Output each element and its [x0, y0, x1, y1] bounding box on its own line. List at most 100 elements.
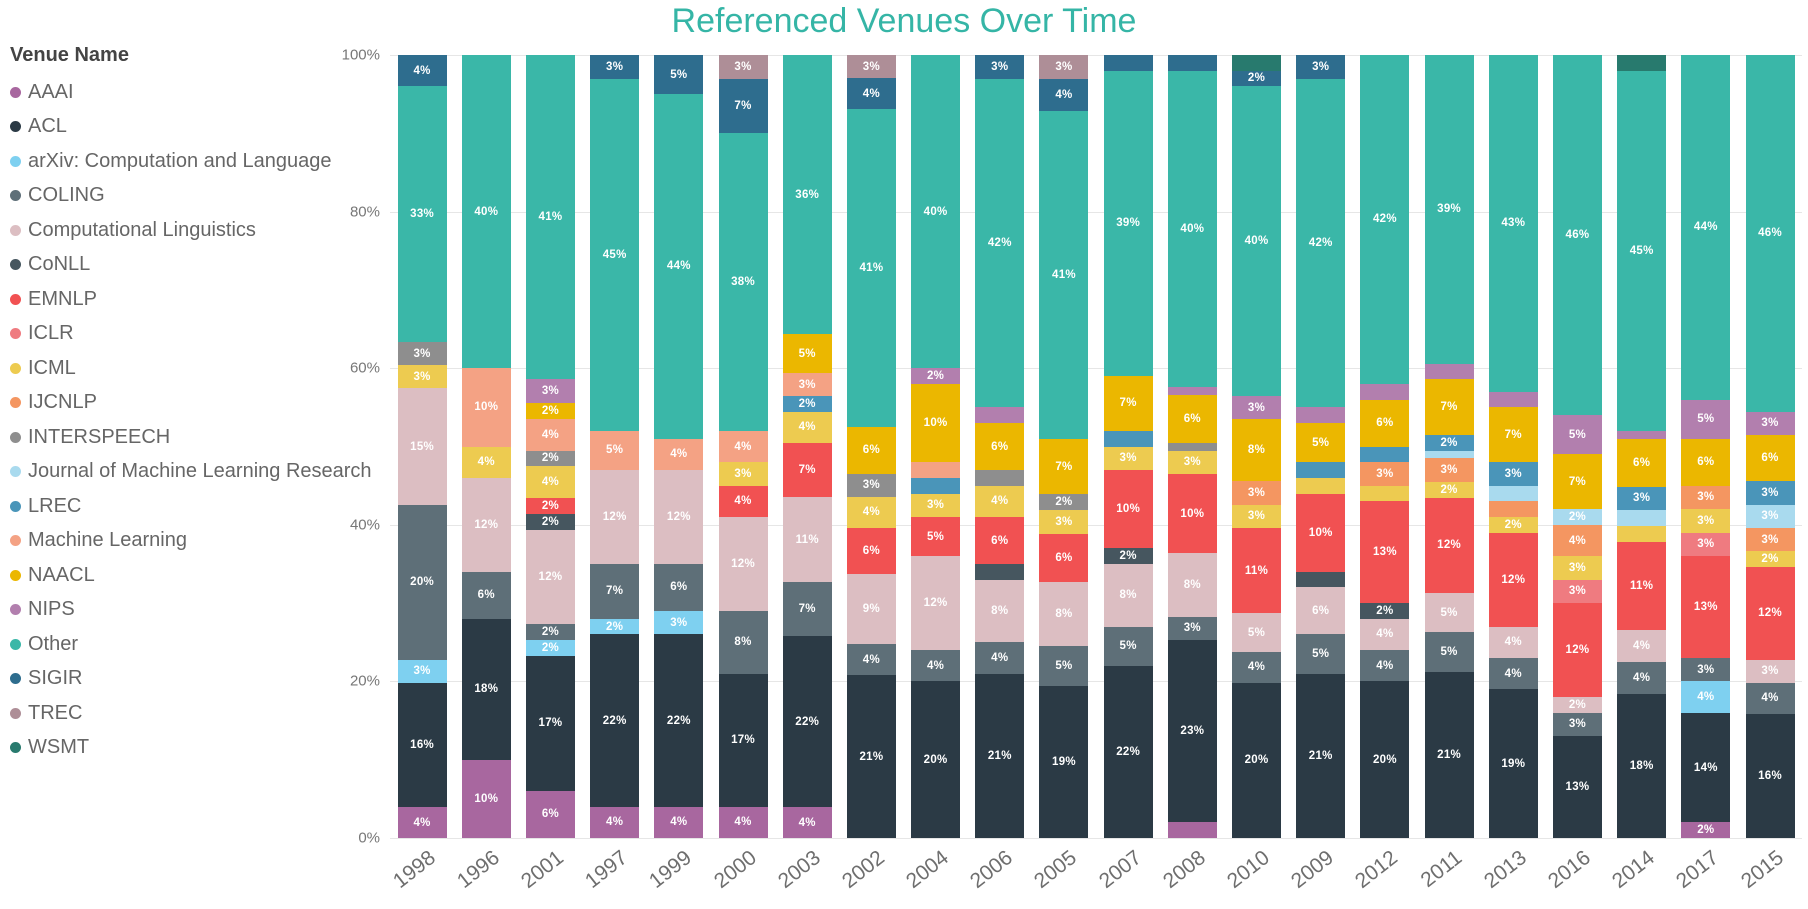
bar-segment-2002-other[interactable]: 41%: [846, 109, 896, 428]
bar-segment-2016-iclr[interactable]: 3%: [1552, 579, 1602, 604]
bar-segment-2016-naacl[interactable]: 7%: [1552, 454, 1602, 510]
bar-segment-2007-other[interactable]: 39%: [1103, 70, 1153, 377]
bar-segment-2015-lrec[interactable]: 3%: [1745, 481, 1795, 505]
bar-segment-2000-icml[interactable]: 3%: [718, 462, 768, 486]
bar-segment-2017-emnlp[interactable]: 13%: [1681, 556, 1731, 658]
bar-segment-2004-emnlp[interactable]: 5%: [911, 517, 961, 557]
bar-segment-2008-acl[interactable]: 23%: [1167, 640, 1217, 823]
bar-segment-2015-acl[interactable]: 16%: [1745, 713, 1795, 838]
bar-segment-1996-computational-linguistics[interactable]: 12%: [461, 477, 511, 572]
bar-segment-2006-emnlp[interactable]: 6%: [975, 517, 1025, 564]
bar-segment-2001-naacl[interactable]: 2%: [525, 403, 575, 419]
bar-segment-1998-aaai[interactable]: 4%: [397, 807, 447, 838]
bar-segment-2007-lrec[interactable]: [1103, 430, 1153, 447]
bar-segment-2005-computational-linguistics[interactable]: 8%: [1039, 582, 1089, 647]
bar-segment-2005-interspeech[interactable]: 2%: [1039, 494, 1089, 511]
bar-segment-2001-interspeech[interactable]: 2%: [525, 450, 575, 467]
legend-item-aaai[interactable]: AAAI: [10, 75, 382, 110]
bar-segment-2006-coling[interactable]: 4%: [975, 642, 1025, 674]
bar-segment-2016-computational-linguistics[interactable]: 2%: [1552, 697, 1602, 713]
bar-segment-2010-sigir[interactable]: 2%: [1232, 70, 1282, 87]
bar-segment-2005-coling[interactable]: 5%: [1039, 646, 1089, 687]
bar-segment-2005-sigir[interactable]: 4%: [1039, 79, 1089, 111]
bar-segment-2016-emnlp[interactable]: 12%: [1552, 603, 1602, 698]
bar-segment-2009-emnlp[interactable]: 10%: [1296, 493, 1346, 572]
bar-segment-2007-conll[interactable]: 2%: [1103, 548, 1153, 564]
bar-segment-1996-other[interactable]: 40%: [461, 55, 511, 369]
bar-segment-2000-sigir[interactable]: 7%: [718, 78, 768, 134]
bar-segment-2001-conll[interactable]: 2%: [525, 513, 575, 530]
bar-segment-2014-icml[interactable]: [1617, 526, 1667, 543]
legend-item-journal-of-machine-learning-research[interactable]: Journal of Machine Learning Research: [10, 455, 382, 490]
bar-segment-1997-arxiv-computation-and-language[interactable]: 2%: [590, 618, 640, 635]
bar-segment-2004-computational-linguistics[interactable]: 12%: [911, 556, 961, 651]
bar-segment-2006-acl[interactable]: 21%: [975, 673, 1025, 838]
bar-segment-2014-naacl[interactable]: 6%: [1617, 438, 1667, 487]
bar-segment-2014-nips[interactable]: [1617, 430, 1667, 439]
bar-segment-2008-interspeech[interactable]: [1167, 442, 1217, 451]
bar-segment-2015-ijcnlp[interactable]: 3%: [1745, 527, 1795, 552]
bar-segment-1996-aaai[interactable]: 10%: [461, 759, 511, 838]
bar-segment-2013-ijcnlp[interactable]: [1488, 501, 1538, 517]
bar-segment-2007-naacl[interactable]: 7%: [1103, 376, 1153, 431]
legend-item-other[interactable]: Other: [10, 627, 382, 662]
bar-segment-2017-other[interactable]: 44%: [1681, 55, 1731, 400]
legend-item-computational-linguistics[interactable]: Computational Linguistics: [10, 213, 382, 248]
bar-segment-2012-acl[interactable]: 20%: [1360, 681, 1410, 838]
legend-item-arxiv-computation-and-language[interactable]: arXiv: Computation and Language: [10, 144, 382, 179]
bar-segment-2014-lrec[interactable]: 3%: [1617, 486, 1667, 511]
bar-segment-2006-other[interactable]: 42%: [975, 78, 1025, 408]
bar-segment-2017-coling[interactable]: 3%: [1681, 657, 1731, 682]
bar-segment-2002-trec[interactable]: 3%: [846, 55, 896, 79]
bar-segment-2012-nips[interactable]: [1360, 383, 1410, 400]
legend-item-emnlp[interactable]: EMNLP: [10, 282, 382, 317]
bar-segment-2008-other[interactable]: 40%: [1167, 70, 1217, 388]
bar-segment-2003-other[interactable]: 36%: [782, 55, 832, 335]
bar-segment-2016-icml[interactable]: 3%: [1552, 556, 1602, 580]
bar-segment-1998-acl[interactable]: 16%: [397, 682, 447, 807]
legend-item-ijcnlp[interactable]: IJCNLP: [10, 386, 382, 421]
bar-segment-2010-wsmt[interactable]: [1232, 55, 1282, 71]
bar-segment-2014-wsmt[interactable]: [1617, 55, 1667, 72]
bar-segment-2001-acl[interactable]: 17%: [525, 656, 575, 791]
bar-segment-2012-other[interactable]: 42%: [1360, 55, 1410, 384]
bar-segment-2004-lrec[interactable]: [911, 477, 961, 494]
bar-segment-2008-computational-linguistics[interactable]: 8%: [1167, 553, 1217, 617]
bar-segment-2010-emnlp[interactable]: 11%: [1232, 527, 1282, 614]
bar-segment-2009-lrec[interactable]: [1296, 462, 1346, 478]
bar-segment-2004-coling[interactable]: 4%: [911, 650, 961, 682]
bar-segment-1997-aaai[interactable]: 4%: [590, 806, 640, 838]
bar-segment-2009-acl[interactable]: 21%: [1296, 673, 1346, 838]
bar-segment-2004-naacl[interactable]: 10%: [911, 383, 961, 463]
bar-segment-2011-lrec[interactable]: 2%: [1424, 434, 1474, 451]
bar-segment-2006-nips[interactable]: [975, 407, 1025, 424]
bar-segment-2014-computational-linguistics[interactable]: 4%: [1617, 630, 1667, 663]
bar-segment-2012-conll[interactable]: 2%: [1360, 603, 1410, 619]
bar-segment-2011-other[interactable]: 39%: [1424, 55, 1474, 364]
bar-segment-2016-other[interactable]: 46%: [1552, 55, 1602, 416]
legend-item-acl[interactable]: ACL: [10, 110, 382, 145]
bar-segment-2007-acl[interactable]: 22%: [1103, 665, 1153, 838]
bar-segment-2002-sigir[interactable]: 4%: [846, 78, 896, 110]
bar-segment-2014-coling[interactable]: 4%: [1617, 662, 1667, 695]
legend-item-nips[interactable]: NIPS: [10, 593, 382, 628]
bar-segment-1999-aaai[interactable]: 4%: [654, 806, 704, 838]
bar-segment-2015-emnlp[interactable]: 12%: [1745, 566, 1795, 660]
legend-item-naacl[interactable]: NAACL: [10, 558, 382, 593]
bar-segment-2000-computational-linguistics[interactable]: 12%: [718, 517, 768, 611]
bar-segment-1998-other[interactable]: 33%: [397, 86, 447, 342]
bar-segment-2017-ijcnlp[interactable]: 3%: [1681, 485, 1731, 510]
bar-segment-2015-computational-linguistics[interactable]: 3%: [1745, 659, 1795, 683]
bar-segment-2003-computational-linguistics[interactable]: 11%: [782, 496, 832, 583]
bar-segment-1997-sigir[interactable]: 3%: [590, 55, 640, 79]
bar-segment-2013-acl[interactable]: 19%: [1488, 689, 1538, 838]
bar-segment-1999-computational-linguistics[interactable]: 12%: [654, 470, 704, 564]
bar-segment-2017-icml[interactable]: 3%: [1681, 509, 1731, 533]
bar-segment-2015-nips[interactable]: 3%: [1745, 411, 1795, 435]
bar-segment-2013-nips[interactable]: [1488, 391, 1538, 408]
bar-segment-1998-computational-linguistics[interactable]: 15%: [397, 388, 447, 505]
bar-segment-2009-icml[interactable]: [1296, 477, 1346, 494]
bar-segment-2008-coling[interactable]: 3%: [1167, 616, 1217, 641]
bar-segment-2016-coling[interactable]: 3%: [1552, 712, 1602, 737]
bar-segment-2013-emnlp[interactable]: 12%: [1488, 532, 1538, 627]
